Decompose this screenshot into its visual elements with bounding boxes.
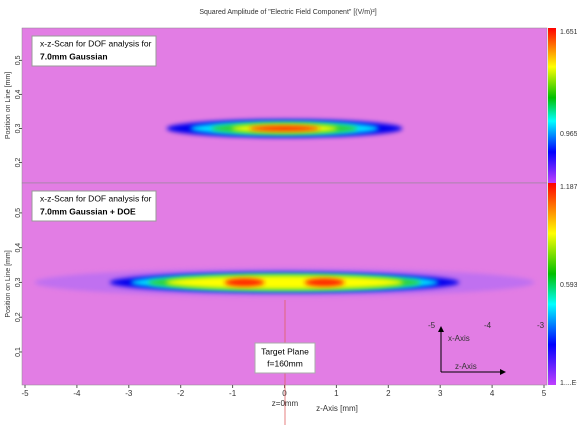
- colorbar: [548, 183, 556, 385]
- y-tick-label: 0.5: [15, 208, 22, 218]
- annotation: 7.0mm Gaussian + DOE: [40, 206, 136, 216]
- x-tick-label: 4: [490, 389, 495, 398]
- colorbar-label: 1....E-10: [560, 380, 577, 387]
- inset-label: -4: [484, 321, 492, 330]
- y-tick-label: 0.4: [15, 89, 22, 99]
- z0-label: z=0mm: [272, 399, 299, 408]
- y-tick-label: 0.2: [15, 312, 22, 322]
- annotation: x-z-Scan for DOF analysis for: [40, 193, 152, 203]
- field-intensity: [165, 275, 404, 290]
- y-tick-label: 0.2: [15, 158, 22, 168]
- inset-label: -3: [537, 321, 545, 330]
- field-intensity: [224, 278, 265, 287]
- x-tick-label: -5: [21, 389, 29, 398]
- inset-label: -5: [428, 321, 436, 330]
- x-tick-label: 1: [334, 389, 339, 398]
- inset-label: z-Axis: [455, 362, 477, 371]
- y-axis-label: Position on Line [mm]: [5, 250, 12, 317]
- x-tick-label: 3: [438, 389, 443, 398]
- x-tick-label: 2: [386, 389, 391, 398]
- y-tick-label: 0.1: [15, 347, 22, 357]
- colorbar-label: 0.9656...: [560, 131, 577, 138]
- annotation-box: [31, 35, 157, 67]
- y-tick-label: 0.4: [15, 243, 22, 253]
- y-tick-label: 0.3: [15, 124, 22, 134]
- target-box: [254, 342, 316, 374]
- inset-label: x-Axis: [448, 334, 470, 343]
- colorbar-label: 0.5937...: [560, 282, 577, 289]
- x-tick-label: -4: [73, 389, 81, 398]
- target-label: f=160mm: [267, 358, 303, 368]
- colorbar: [548, 28, 556, 183]
- chart-title: Squared Amplitude of "Electric Field Com…: [199, 9, 376, 16]
- y-tick-label: 0.5: [15, 55, 22, 65]
- field-intensity: [304, 278, 345, 287]
- annotation-box: [31, 190, 157, 222]
- field-intensity: [249, 125, 320, 132]
- x-tick-label: -1: [229, 389, 237, 398]
- y-tick-label: 0.3: [15, 277, 22, 287]
- y-axis-label: Position on Line [mm]: [5, 72, 12, 139]
- annotation: x-z-Scan for DOF analysis for: [40, 38, 152, 48]
- x-axis-label: z-Axis [mm]: [316, 404, 358, 413]
- x-tick-label: 5: [542, 389, 547, 398]
- x-tick-label: -3: [125, 389, 133, 398]
- x-tick-label: -2: [177, 389, 185, 398]
- annotation: 7.0mm Gaussian: [40, 51, 108, 61]
- colorbar-label: 1.1875...: [560, 184, 577, 191]
- target-label: Target Plane: [261, 346, 309, 356]
- colorbar-label: 1.6512...: [560, 29, 577, 36]
